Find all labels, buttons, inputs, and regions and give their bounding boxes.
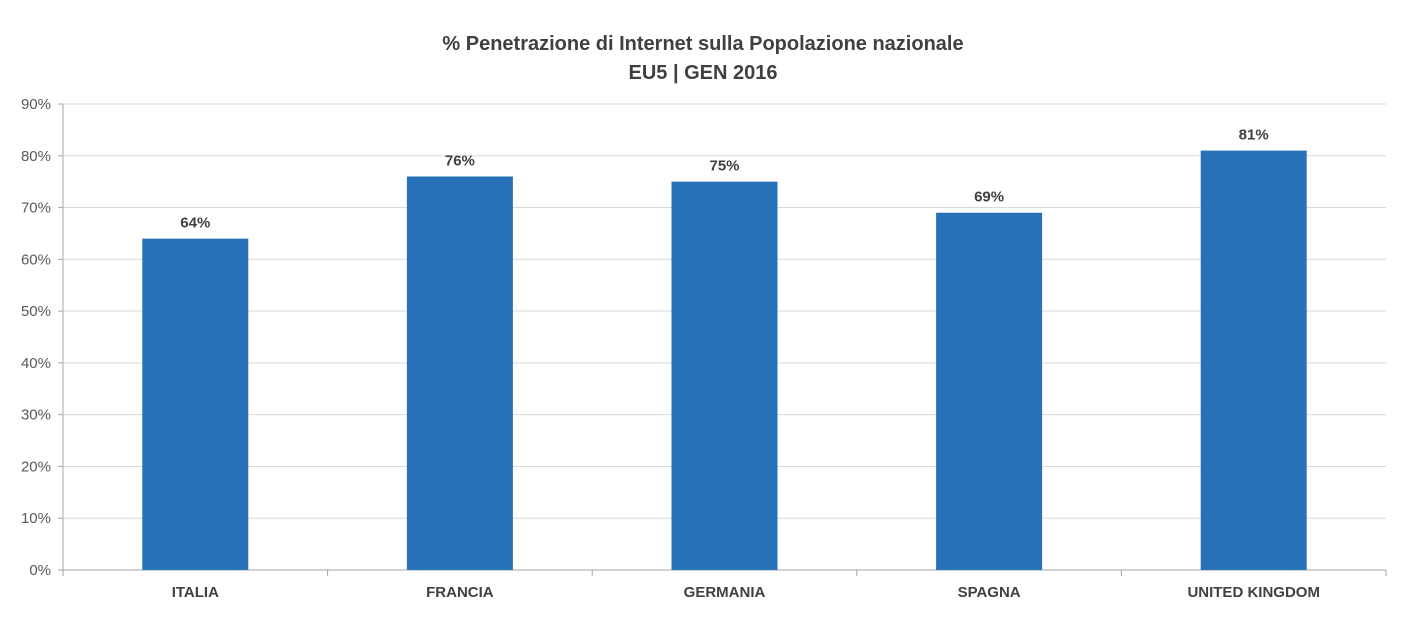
x-tick-label: ITALIA bbox=[172, 584, 219, 601]
x-tick-label: UNITED KINGDOM bbox=[1187, 584, 1320, 601]
bar bbox=[671, 181, 778, 570]
x-tick-label: FRANCIA bbox=[426, 584, 494, 601]
y-tick-label: 10% bbox=[21, 510, 51, 527]
bar bbox=[936, 212, 1043, 570]
data-label: 76% bbox=[445, 152, 475, 169]
chart-title: % Penetrazione di Internet sulla Popolaz… bbox=[442, 33, 964, 55]
y-tick-label: 60% bbox=[21, 251, 51, 268]
bar bbox=[142, 238, 249, 570]
data-label: 75% bbox=[709, 158, 739, 175]
x-tick-label: GERMANIA bbox=[684, 584, 766, 601]
data-label: 69% bbox=[974, 189, 1004, 206]
x-tick-label: SPAGNA bbox=[958, 584, 1021, 601]
bar bbox=[406, 176, 513, 570]
chart-subtitle: EU5 | GEN 2016 bbox=[628, 62, 778, 84]
y-tick-label: 70% bbox=[21, 200, 51, 217]
data-label: 81% bbox=[1239, 127, 1269, 144]
y-tick-label: 40% bbox=[21, 355, 51, 372]
y-tick-label: 80% bbox=[21, 148, 51, 165]
y-tick-label: 0% bbox=[29, 562, 51, 579]
y-tick-label: 20% bbox=[21, 458, 51, 475]
y-tick-label: 30% bbox=[21, 407, 51, 424]
data-label: 64% bbox=[180, 215, 210, 232]
y-tick-label: 90% bbox=[21, 96, 51, 113]
bar bbox=[1200, 150, 1307, 570]
y-tick-label: 50% bbox=[21, 303, 51, 320]
